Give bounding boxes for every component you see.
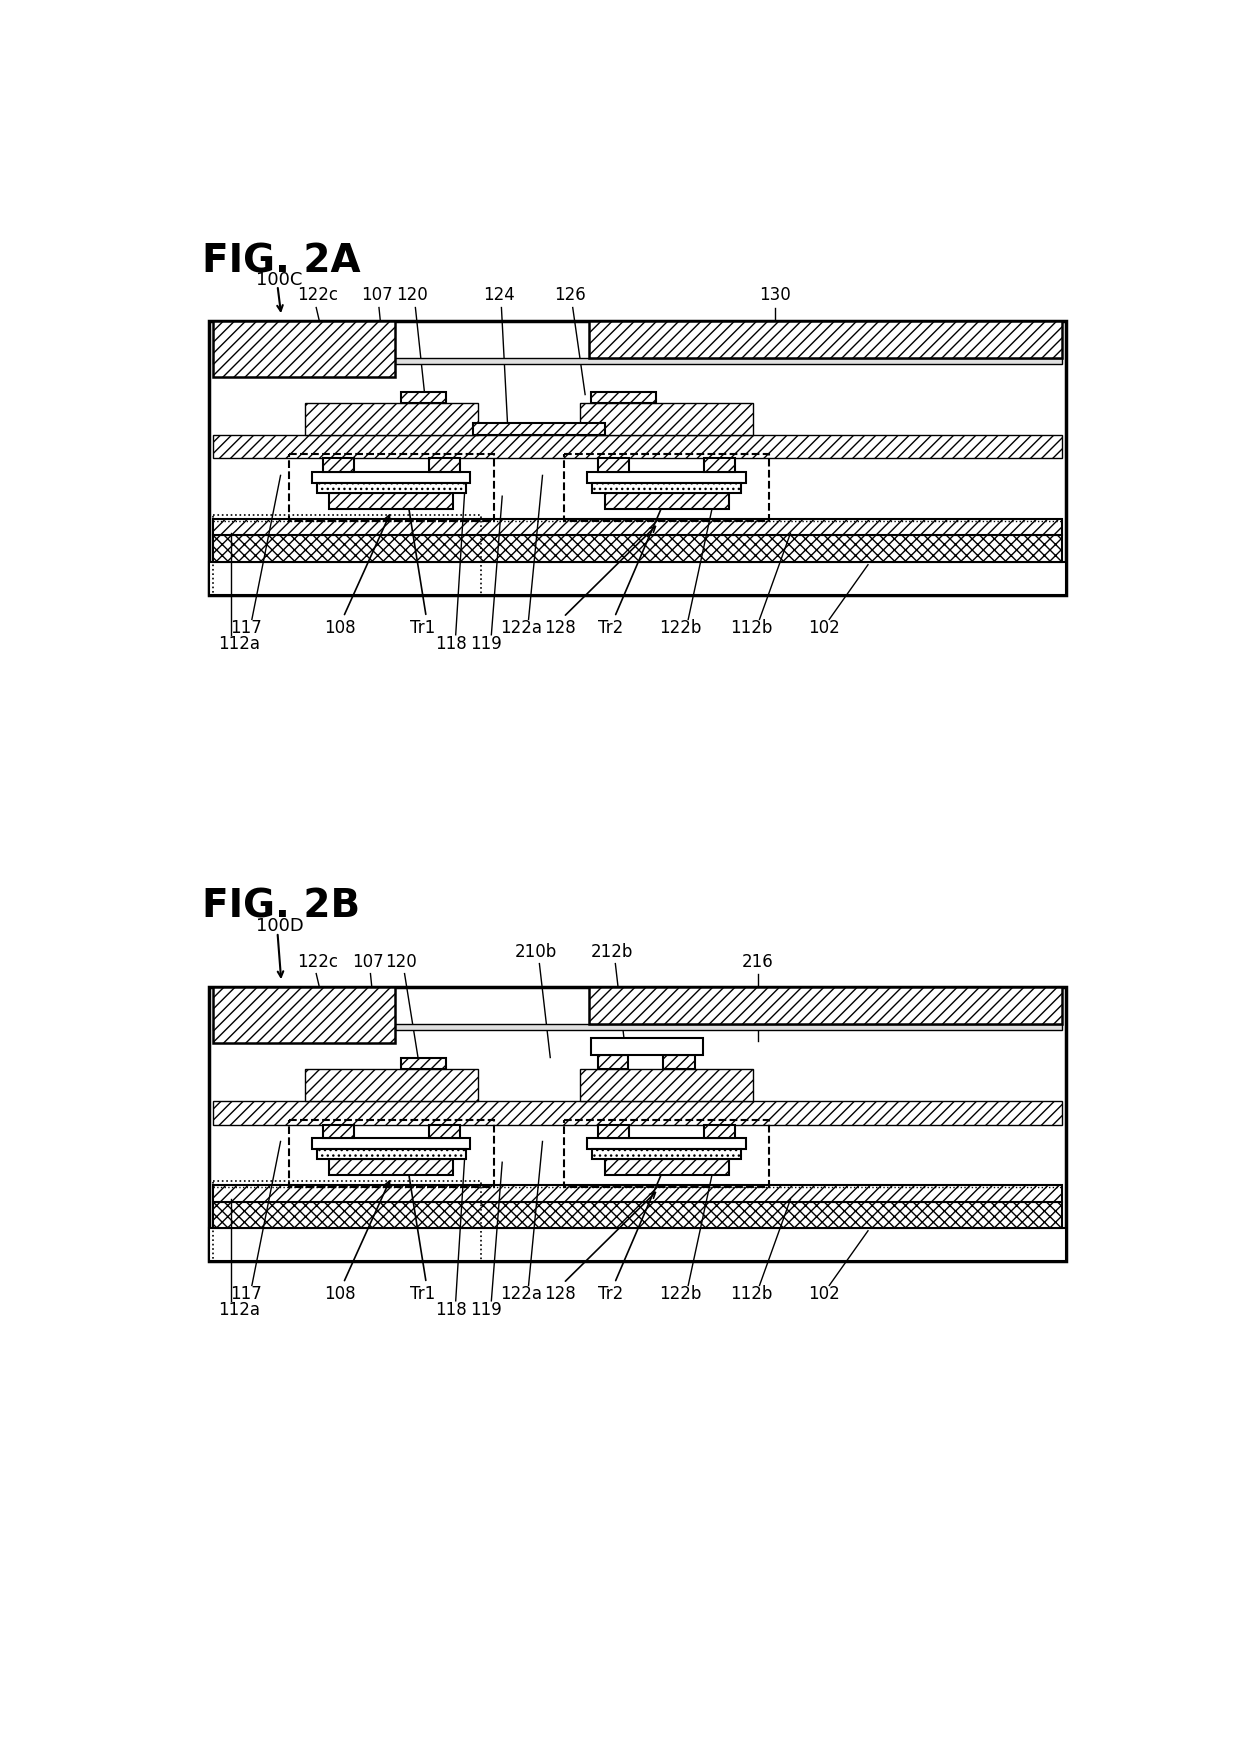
Bar xyxy=(213,322,396,378)
Bar xyxy=(401,1058,445,1070)
Bar xyxy=(598,458,629,472)
Bar xyxy=(324,1124,355,1138)
Text: 108: 108 xyxy=(324,619,356,638)
Text: 126: 126 xyxy=(554,287,587,304)
Bar xyxy=(589,322,1061,358)
Text: 122c: 122c xyxy=(296,287,337,304)
Bar xyxy=(330,493,454,509)
Text: 117: 117 xyxy=(231,619,263,638)
Bar xyxy=(588,1138,745,1148)
Text: Tr1: Tr1 xyxy=(409,619,435,638)
Text: 130: 130 xyxy=(759,287,791,304)
Bar xyxy=(213,514,481,594)
Bar xyxy=(289,1120,494,1187)
Bar xyxy=(213,1101,1061,1124)
Bar xyxy=(564,1120,769,1187)
Text: 112b: 112b xyxy=(730,619,773,638)
Text: 120: 120 xyxy=(386,953,418,970)
Bar xyxy=(590,1038,703,1056)
Bar xyxy=(213,358,1061,364)
Bar xyxy=(593,1148,742,1159)
Text: Tr2: Tr2 xyxy=(598,619,624,638)
Bar xyxy=(317,482,466,493)
Bar xyxy=(213,435,1061,458)
Bar xyxy=(589,988,1061,1024)
Text: 122a: 122a xyxy=(500,1285,542,1304)
Bar xyxy=(210,1229,1065,1260)
Bar xyxy=(605,1159,729,1175)
Text: 117: 117 xyxy=(231,1285,263,1304)
Text: 102: 102 xyxy=(808,1285,839,1304)
Text: 122c: 122c xyxy=(296,953,337,970)
Bar xyxy=(210,988,1065,1260)
Text: 118: 118 xyxy=(435,1301,467,1318)
Text: 216: 216 xyxy=(742,953,774,970)
Bar xyxy=(472,423,605,435)
Bar xyxy=(580,404,754,435)
Bar xyxy=(564,454,769,521)
Bar xyxy=(213,988,396,1044)
Bar xyxy=(213,519,1061,535)
Bar xyxy=(210,563,1065,594)
Bar xyxy=(210,322,1065,594)
Text: 128: 128 xyxy=(543,619,575,638)
Text: 122b: 122b xyxy=(660,1285,702,1304)
Text: Tr1: Tr1 xyxy=(409,1285,435,1304)
Text: FIG. 2A: FIG. 2A xyxy=(201,243,360,280)
Bar xyxy=(289,454,494,521)
Text: 128: 128 xyxy=(543,1285,575,1304)
Bar xyxy=(429,458,460,472)
Bar xyxy=(590,392,656,404)
Bar xyxy=(593,482,742,493)
Bar xyxy=(588,472,745,482)
Bar xyxy=(213,535,1061,563)
Bar xyxy=(704,458,734,472)
Bar xyxy=(401,392,445,404)
Bar xyxy=(305,1070,479,1101)
Bar xyxy=(312,472,470,482)
Bar xyxy=(324,458,355,472)
Bar xyxy=(598,1056,627,1070)
Text: 118: 118 xyxy=(435,635,467,652)
Text: 124: 124 xyxy=(484,287,515,304)
Bar xyxy=(317,1148,466,1159)
Text: 107: 107 xyxy=(361,287,393,304)
Text: 112a: 112a xyxy=(218,635,260,652)
Text: 212b: 212b xyxy=(591,942,634,960)
Text: 122b: 122b xyxy=(660,619,702,638)
Bar xyxy=(580,1070,754,1101)
Text: 119: 119 xyxy=(470,635,502,652)
Text: 210b: 210b xyxy=(515,942,558,960)
Bar xyxy=(213,1201,1061,1229)
Bar xyxy=(305,404,479,435)
Text: 112b: 112b xyxy=(730,1285,773,1304)
Bar xyxy=(213,1180,481,1260)
Text: FIG. 2B: FIG. 2B xyxy=(201,888,360,925)
Text: 100C: 100C xyxy=(255,271,303,290)
Bar xyxy=(662,1056,696,1070)
Text: 112a: 112a xyxy=(218,1301,260,1318)
Bar xyxy=(213,1185,1061,1201)
Bar xyxy=(704,1124,734,1138)
Text: 107: 107 xyxy=(352,953,384,970)
Text: 119: 119 xyxy=(470,1301,502,1318)
Bar xyxy=(312,1138,470,1148)
Bar xyxy=(429,1124,460,1138)
Text: 120: 120 xyxy=(397,287,428,304)
Text: 102: 102 xyxy=(808,619,839,638)
Text: 100D: 100D xyxy=(255,916,304,935)
Text: 108: 108 xyxy=(324,1285,356,1304)
Text: 122a: 122a xyxy=(500,619,542,638)
Bar xyxy=(213,1024,1061,1030)
Bar xyxy=(605,493,729,509)
Text: Tr2: Tr2 xyxy=(598,1285,624,1304)
Bar xyxy=(330,1159,454,1175)
Bar xyxy=(598,1124,629,1138)
